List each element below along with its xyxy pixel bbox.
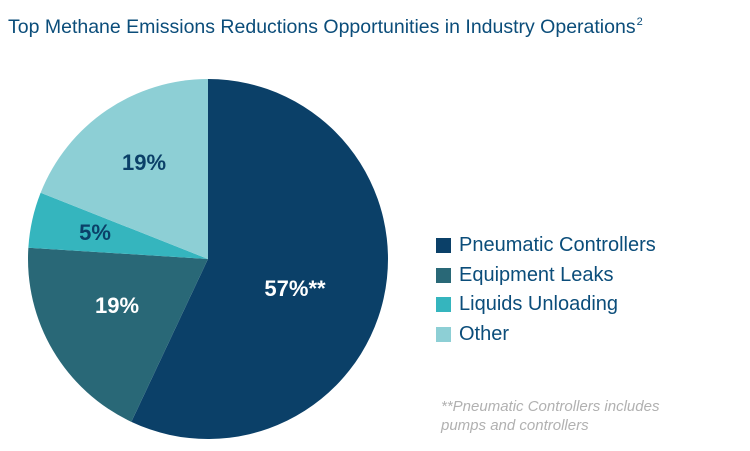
slice-value-label: 19% [122, 150, 166, 175]
legend-item-liquids-unloading: Liquids Unloading [436, 290, 656, 320]
footnote-line: pumps and controllers [441, 417, 589, 434]
legend-swatch [436, 238, 451, 254]
pie-slice-equipment-leaks [27, 247, 208, 422]
legend-swatch [436, 297, 451, 313]
legend-label: Equipment Leaks [459, 263, 614, 286]
chart-title-text: Top Methane Emissions Reductions Opportu… [8, 16, 636, 38]
slice-value-label: 5% [79, 220, 111, 245]
footnote-line: **Pneumatic Controllers includes [441, 398, 660, 415]
footnote: **Pneumatic Controllers includes pumps a… [441, 397, 659, 435]
legend-label: Liquids Unloading [459, 293, 619, 316]
slice-value-label: 19% [95, 293, 139, 318]
slice-value-label: 57%** [264, 276, 326, 301]
chart-title: Top Methane Emissions Reductions Opportu… [8, 16, 643, 39]
legend-item-pneumatic-controllers: Pneumatic Controllers [436, 231, 656, 261]
pie-slice-other [40, 79, 209, 259]
legend-label: Other [459, 322, 510, 345]
legend: Pneumatic Controllers Equipment Leaks Li… [436, 231, 656, 349]
pie-slice-liquids-unloading [28, 192, 208, 259]
legend-label: Pneumatic Controllers [459, 234, 656, 257]
legend-swatch [436, 326, 451, 342]
legend-swatch [436, 267, 451, 283]
legend-item-other: Other [436, 320, 656, 350]
title-footnote-marker: 2 [636, 15, 643, 28]
pie-slice-pneumatic-controllers [131, 79, 388, 439]
legend-item-equipment-leaks: Equipment Leaks [436, 261, 656, 291]
